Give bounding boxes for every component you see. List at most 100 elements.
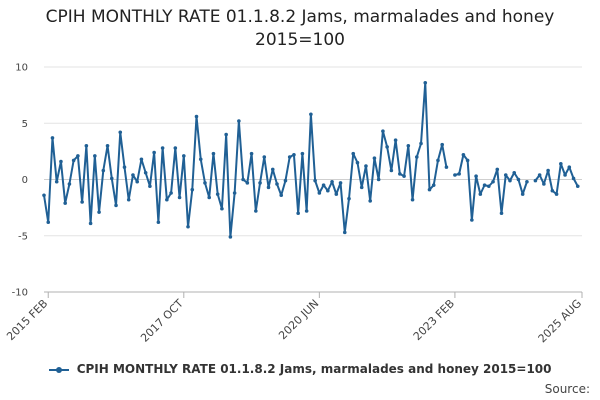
y-tick-label: 0	[22, 175, 28, 186]
y-axis-ticks: 10 5 0 -5 -10	[12, 63, 28, 299]
data-point	[67, 182, 72, 186]
legend-swatch	[48, 365, 69, 375]
data-point	[114, 203, 118, 208]
data-point	[355, 160, 360, 165]
data-point	[326, 188, 330, 193]
data-point	[105, 143, 110, 148]
data-point	[575, 184, 580, 189]
data-point	[232, 191, 237, 195]
data-point	[173, 146, 178, 150]
data-point	[152, 150, 156, 155]
data-point	[444, 165, 449, 169]
data-point	[275, 182, 279, 186]
data-point	[351, 151, 356, 156]
data-point	[347, 196, 351, 201]
data-point	[359, 185, 364, 190]
y-tick-label: 10	[15, 63, 28, 74]
data-point	[414, 155, 419, 159]
data-point	[88, 221, 93, 226]
data-point	[228, 235, 233, 239]
data-point	[59, 159, 63, 164]
data-point	[139, 157, 144, 162]
data-point	[292, 152, 296, 157]
data-point	[440, 142, 445, 147]
data-point	[368, 199, 372, 203]
data-point	[63, 201, 67, 205]
data-point	[453, 173, 457, 177]
data-point	[338, 181, 343, 185]
data-point	[376, 177, 381, 182]
x-tick-label: 2025 AUG	[536, 297, 585, 346]
data-point	[364, 164, 368, 168]
data-point	[177, 195, 182, 200]
data-point	[283, 178, 288, 183]
x-axis: 2015 FEB 2017 OCT 2020 JUN 2023 FEB 2025 AUG	[4, 291, 585, 346]
y-tick-label: -10	[12, 288, 28, 299]
data-point	[537, 173, 542, 177]
data-point	[54, 179, 59, 184]
data-point	[330, 179, 334, 184]
data-point	[50, 136, 55, 140]
data-point	[567, 165, 572, 169]
y-tick-label: 5	[22, 119, 28, 130]
data-point	[559, 161, 563, 166]
source-label: Source:	[544, 382, 590, 396]
data-point	[270, 167, 275, 172]
data-point	[410, 197, 415, 202]
data-point	[512, 170, 517, 175]
x-tick-label: 2023 FEB	[411, 297, 457, 343]
data-point	[262, 155, 267, 159]
data-point	[427, 187, 432, 192]
data-point	[436, 158, 440, 163]
data-point	[148, 184, 152, 189]
data-point	[321, 183, 326, 187]
x-tick-label: 2020 JUN	[276, 297, 321, 342]
data-point	[135, 179, 139, 184]
data-point	[389, 168, 394, 173]
data-point	[423, 80, 428, 85]
data-point	[198, 157, 203, 162]
gridlines	[44, 66, 582, 293]
data-point	[393, 138, 398, 142]
chart-title: CPIH MONTHLY RATE 01.1.8.2 Jams, marmala…	[45, 7, 555, 50]
data-point	[211, 151, 216, 156]
data-point	[165, 197, 169, 202]
data-point	[402, 174, 406, 178]
data-point	[76, 154, 80, 158]
data-point	[571, 176, 576, 181]
y-tick-label: -5	[18, 231, 28, 242]
data-point	[46, 220, 51, 225]
data-point	[470, 218, 474, 222]
data-point	[237, 119, 241, 123]
data-point	[406, 143, 411, 148]
data-point	[550, 188, 555, 193]
data-point	[313, 178, 317, 183]
data-point	[203, 181, 207, 185]
data-point	[491, 179, 495, 184]
data-point	[304, 209, 309, 213]
data-point	[508, 178, 512, 183]
data-point	[42, 193, 46, 198]
data-point	[385, 145, 389, 149]
data-point	[546, 168, 550, 173]
data-point	[474, 174, 478, 178]
data-point	[317, 191, 322, 195]
data-point	[220, 206, 224, 211]
data-point	[122, 165, 127, 169]
data-point	[542, 182, 546, 186]
data-point	[207, 195, 212, 200]
data-point	[334, 192, 339, 196]
data-point	[224, 132, 228, 137]
data-point	[419, 141, 423, 146]
data-point	[182, 154, 186, 158]
data-point	[465, 158, 470, 163]
data-point	[156, 220, 161, 225]
data-point	[296, 211, 300, 216]
data-point	[342, 230, 347, 235]
series-layer	[42, 80, 580, 239]
data-point	[461, 152, 466, 157]
data-point	[495, 167, 500, 172]
data-point	[554, 192, 559, 196]
x-tick-label: 2015 FEB	[4, 297, 50, 343]
